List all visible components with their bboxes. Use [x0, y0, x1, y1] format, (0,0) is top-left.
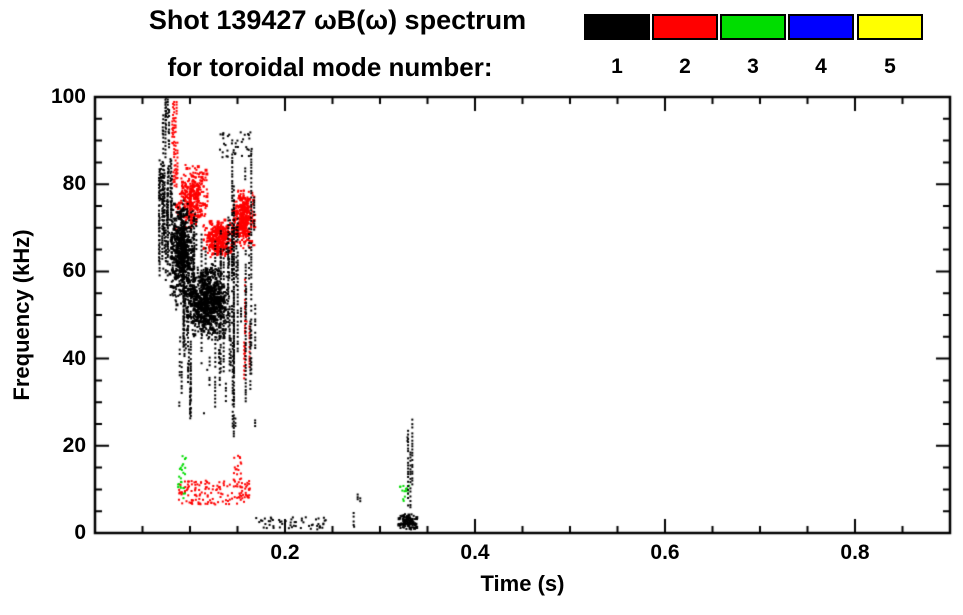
legend-swatch-mode-1 [584, 14, 650, 40]
legend-label-mode-2: 2 [679, 55, 691, 78]
legend-label-mode-4: 4 [815, 55, 827, 78]
y-tick-label-20: 20 [62, 434, 86, 457]
y-tick-label-40: 40 [62, 347, 86, 370]
legend-swatch-mode-4 [788, 14, 854, 40]
legend-label-mode-1: 1 [611, 55, 623, 78]
y-tick-label-0: 0 [74, 521, 86, 544]
x-tick-label-0-6: 0.6 [650, 541, 680, 564]
x-tick-label-0-8: 0.8 [840, 541, 870, 564]
y-tick-label-100: 100 [50, 85, 86, 108]
y-tick-label-80: 80 [62, 172, 86, 195]
legend-label-mode-3: 3 [747, 55, 759, 78]
legend-label-mode-5: 5 [884, 55, 896, 78]
legend-swatch-mode-2 [652, 14, 718, 40]
y-tick-label-60: 60 [62, 259, 86, 282]
chart-title: Shot 139427 ωB(ω) spectrum [148, 5, 527, 35]
chart-subtitle: for toroidal mode number: [167, 52, 493, 82]
x-axis-title: Time (s) [480, 571, 565, 596]
legend-swatch-mode-3 [720, 14, 786, 40]
x-tick-label-0-4: 0.4 [460, 541, 490, 564]
legend-swatch-mode-5 [857, 14, 923, 40]
x-tick-label-0-2: 0.2 [270, 541, 300, 564]
y-axis-title: Frequency (kHz) [9, 229, 34, 401]
